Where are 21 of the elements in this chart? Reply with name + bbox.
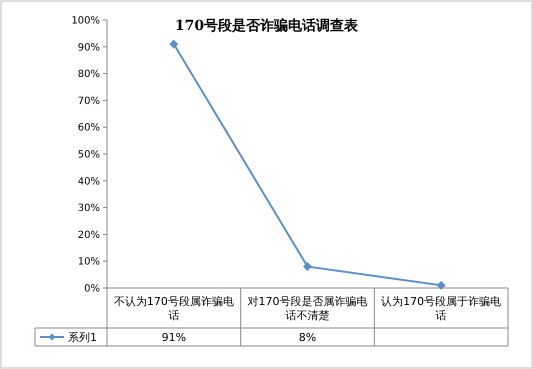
y-tick-label: 10% (78, 256, 100, 268)
point (303, 262, 312, 272)
point (436, 280, 446, 290)
y-tick-label: 80% (78, 69, 100, 80)
y-tick-label: 0% (84, 284, 100, 294)
y-tick-label: 100% (71, 16, 100, 26)
y-tick-label: 50% (78, 150, 100, 160)
data-label: 8% (298, 330, 316, 344)
point (169, 40, 178, 49)
y-tick-label: 30% (78, 203, 100, 214)
y-tick-label: 90% (78, 42, 100, 54)
y-tick-label: 70% (78, 96, 100, 107)
chart-title: 170号段是否诈骗电话调查表 (174, 17, 360, 34)
x-tick-label: 不认为170号段属诈骗电话 (114, 294, 234, 322)
y-tick-label: 40% (78, 176, 100, 188)
data-label: 91% (162, 330, 186, 344)
x-tick-label: 认为170号段属于诈骗电话 (381, 294, 502, 322)
y-tick-label: 60% (78, 122, 100, 134)
x-tick-label: 对170号段是否属诈骗电话不清楚 (248, 294, 368, 322)
y-tick-label: 20% (78, 230, 100, 241)
legend-label: 系列1 (68, 330, 97, 344)
